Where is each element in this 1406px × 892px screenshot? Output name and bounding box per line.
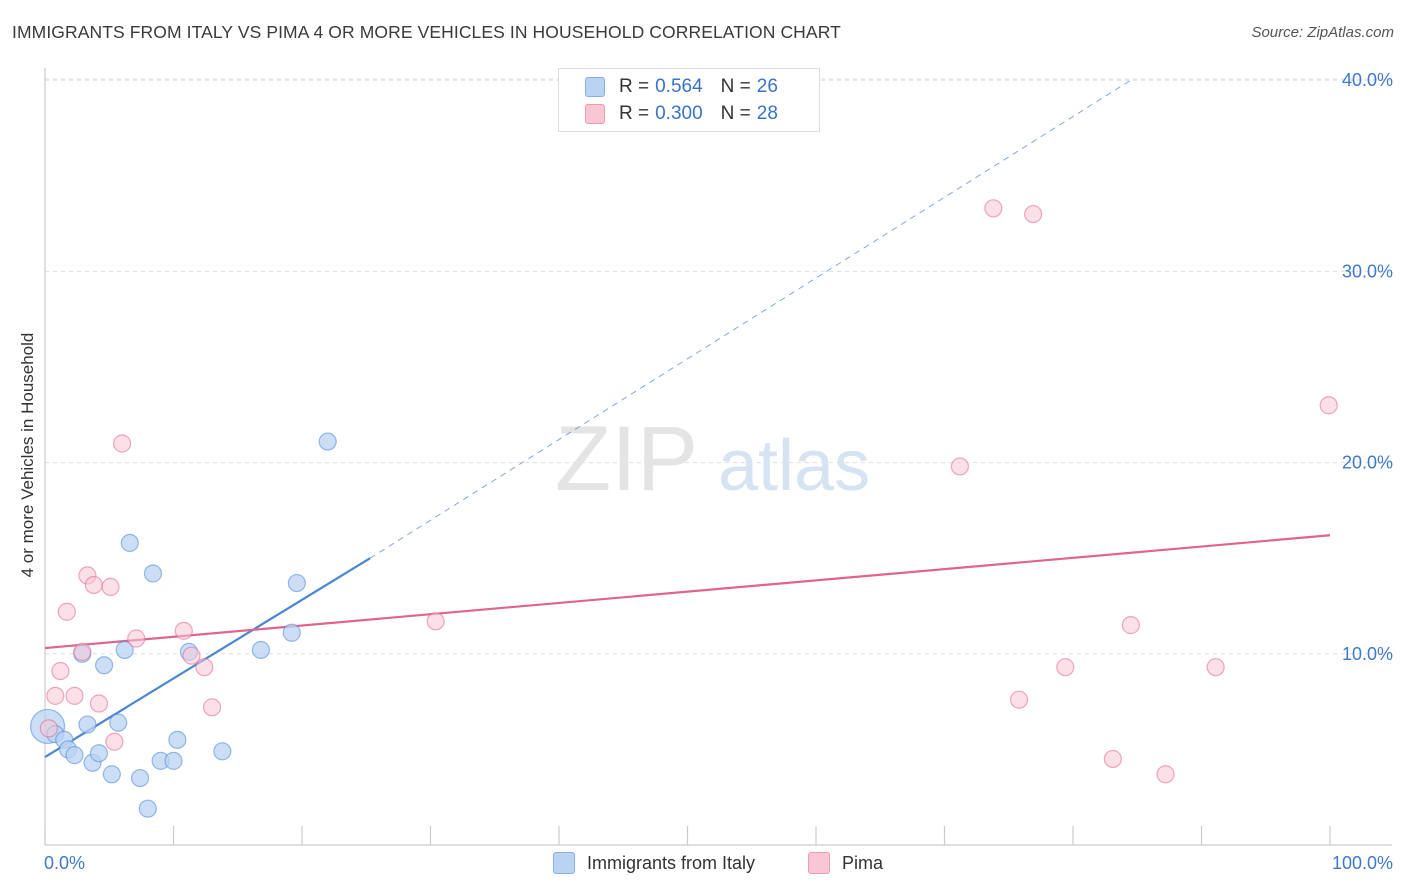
- legend-n-value: 26: [756, 76, 778, 97]
- watermark-zip: ZIP: [555, 408, 698, 510]
- grid-lines: [45, 78, 1392, 655]
- pima-point: [1206, 658, 1225, 677]
- italy-point: [138, 799, 157, 818]
- x-tick-label: 100.0%: [1332, 853, 1393, 873]
- italy-point: [168, 730, 187, 749]
- legend-n-value: 28: [756, 103, 778, 124]
- italy-point: [282, 623, 301, 642]
- bottom-legend-pima: Pima: [808, 852, 883, 874]
- italy-point: [120, 533, 139, 553]
- bottom-legend-swatch-pima: [808, 852, 830, 874]
- legend-row-pima: R = 0.300 N = 28: [585, 101, 778, 127]
- legend-n-label: N =: [720, 103, 751, 124]
- italy-point: [78, 715, 97, 734]
- legend-r-label: R =: [619, 76, 650, 97]
- italy-trend-line: [44, 557, 371, 758]
- y-axis-label: 4 or more Vehicles in Household: [18, 332, 37, 578]
- chart-source: Source: ZipAtlas.com: [1251, 24, 1394, 41]
- pima-point: [202, 698, 222, 717]
- y-tick-label: 30.0%: [1342, 261, 1393, 281]
- bottom-legend-italy: Immigrants from Italy: [553, 852, 755, 874]
- pima-point: [73, 642, 92, 661]
- italy-point: [89, 744, 109, 763]
- italy-point: [164, 751, 183, 770]
- legend-swatch-italy: [585, 77, 605, 97]
- pima-point: [1103, 749, 1122, 769]
- legend-r-value: 0.564: [655, 76, 703, 97]
- tick-labels: 10.0% 20.0% 30.0% 40.0% 0.0% 100.0%: [44, 70, 1393, 873]
- pima-point: [1121, 616, 1140, 635]
- italy-point: [109, 713, 128, 732]
- italy-point: [130, 768, 150, 788]
- pima-point: [46, 686, 65, 705]
- italy-point: [213, 742, 232, 761]
- bottom-legend-swatch-italy: [553, 852, 575, 874]
- italy-point: [65, 746, 84, 765]
- x-tick-label: 0.0%: [44, 853, 85, 873]
- italy-point: [102, 765, 121, 784]
- italy-point: [287, 573, 306, 593]
- chart-title: IMMIGRANTS FROM ITALY VS PIMA 4 OR MORE …: [12, 22, 841, 42]
- y-tick-label: 20.0%: [1342, 453, 1393, 473]
- pima-point: [174, 621, 193, 640]
- pima-point: [426, 612, 445, 631]
- pima-point: [65, 686, 84, 705]
- pima-point: [1009, 690, 1029, 709]
- watermark-atlas: atlas: [718, 426, 870, 506]
- pima-point: [1319, 396, 1338, 415]
- pima-point: [105, 732, 124, 751]
- italy-point: [318, 432, 337, 451]
- pima-point: [984, 199, 1003, 218]
- bottom-legend-label-pima: Pima: [842, 852, 884, 873]
- bottom-legend-label-italy: Immigrants from Italy: [587, 852, 756, 873]
- pima-point: [1024, 204, 1043, 224]
- italy-point: [95, 656, 114, 675]
- legend-r-value: 0.300: [655, 103, 703, 124]
- pima-point: [195, 658, 214, 677]
- pima-point: [112, 434, 132, 453]
- pima-point: [39, 719, 58, 738]
- italy-point: [251, 640, 270, 660]
- legend-n-label: N =: [720, 76, 751, 97]
- pima-point: [89, 694, 109, 713]
- watermark: ZIP atlas: [555, 408, 870, 510]
- italy-point: [115, 640, 134, 660]
- legend-r-label: R =: [619, 103, 650, 124]
- pima-point: [182, 646, 201, 665]
- pima-trend-line: [44, 534, 1331, 650]
- pima-point: [57, 602, 76, 621]
- italy-point: [143, 564, 163, 583]
- pima-point: [127, 629, 146, 648]
- data-points: [29, 199, 1338, 818]
- pima-point: [51, 661, 70, 681]
- y-tick-label: 10.0%: [1342, 644, 1393, 664]
- trend-lines: [44, 79, 1331, 758]
- pima-point: [101, 577, 120, 596]
- y-tick-label: 40.0%: [1342, 70, 1393, 90]
- legend-row-italy: R = 0.564 N = 26: [585, 74, 778, 100]
- italy-trend-extension: [369, 79, 1132, 559]
- legend-swatch-pima: [585, 104, 605, 124]
- pima-point: [1056, 658, 1075, 677]
- pima-point: [950, 457, 970, 476]
- pima-point: [84, 575, 103, 595]
- pima-point: [1156, 765, 1175, 784]
- correlation-legend: R = 0.564 N = 26 R = 0.300 N = 28: [558, 68, 820, 132]
